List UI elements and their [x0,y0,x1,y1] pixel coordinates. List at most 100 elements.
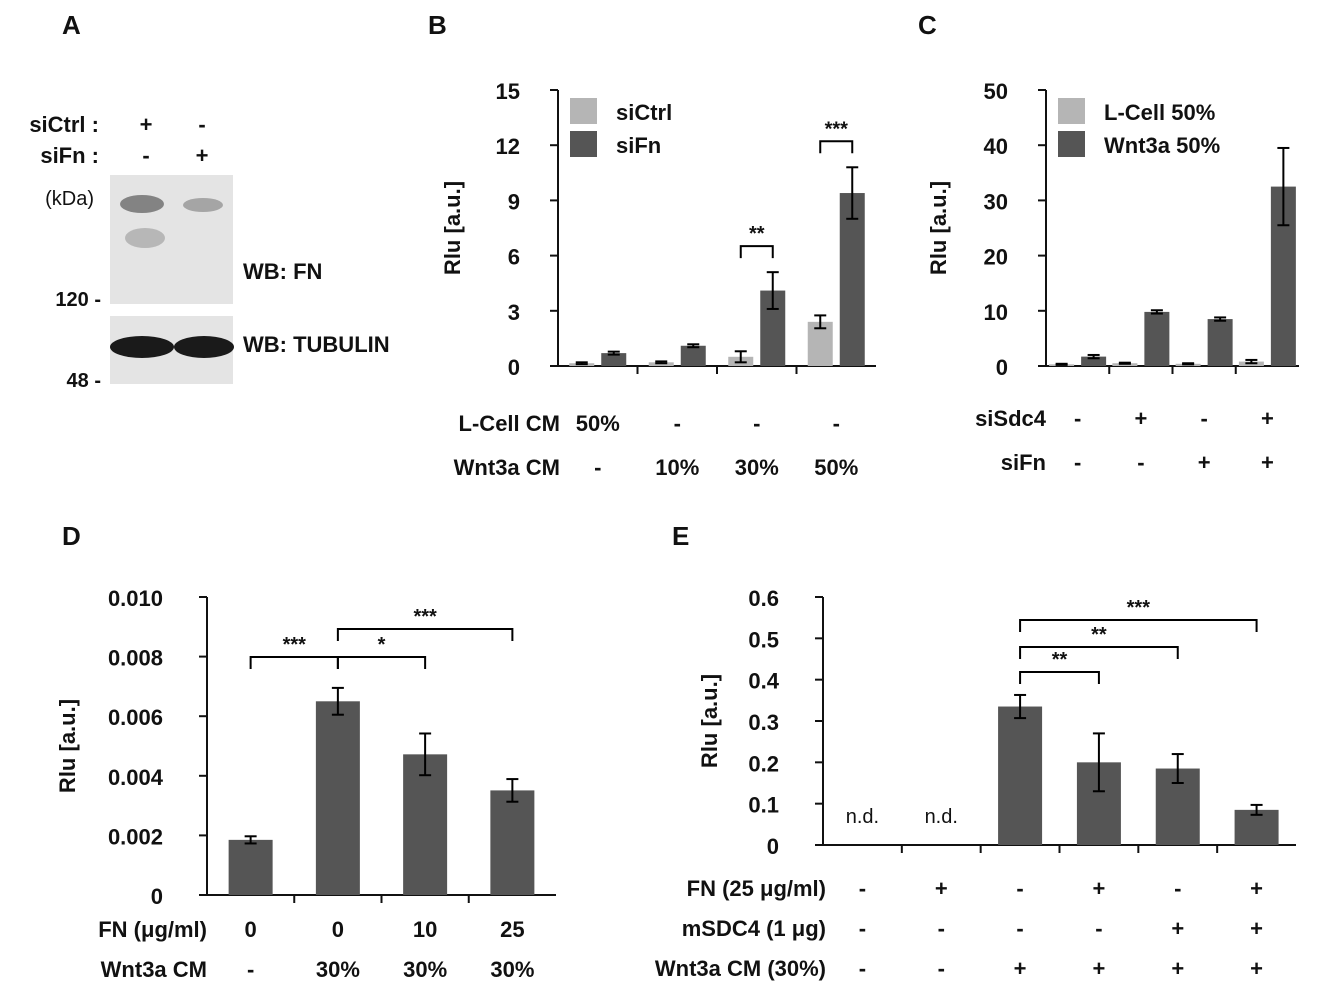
panel-c-y-tick-label: 0 [996,355,1008,380]
panel-e-condition-value: - [938,916,945,941]
panel-e-not-determined-label: n.d. [925,806,958,828]
panel-c-bar [1144,311,1170,366]
panel-a-lane-sign: - [142,143,149,168]
panel-e-condition-value: + [1250,956,1263,981]
panel-d-y-tick-label: 0.010 [108,586,163,611]
tubulin-band-lane2 [174,336,234,358]
panel-e-condition-value: - [1016,916,1023,941]
panel-c-condition-label: siSdc4 [975,406,1047,431]
panel-b-condition-label: Wnt3a CM [454,455,560,480]
panel-e-significance-line [1019,671,1100,684]
panel-b-condition-label: L-Cell CM [459,411,560,436]
panel-d-significance: * [336,634,427,669]
panel-e-condition-value: + [1092,956,1105,981]
panel-e-condition-value: - [859,956,866,981]
panel-c-y-tick-label: 40 [984,134,1008,159]
panel-c-condition-value: + [1261,406,1274,431]
panel-a-kda-label: (kDa) [45,188,94,210]
panel-e-y-tick-label: 0.2 [748,751,779,776]
panel-d-y-axis-label: Rlu [a.u.] [55,699,80,793]
panel-e-condition-value: + [1250,876,1263,901]
panel-b-significance-label: *** [825,118,849,140]
panel-c-error-bar [1118,361,1131,365]
panel-d-significance-label: *** [283,634,307,656]
panel-e-letter: E [672,521,689,551]
panel-d-letter: D [62,521,81,551]
panel-b-condition-value: 10% [655,455,699,480]
panel-e-condition-value: + [1171,916,1184,941]
panel-d-condition-value: 0 [332,917,344,942]
panel-d-condition-value: 0 [245,917,257,942]
panel-b-significance-line [739,245,774,259]
panel-c-bar [1207,319,1233,366]
panel-c-legend-label: L-Cell 50% [1104,100,1215,125]
panel-b-error-bar [766,271,779,310]
panel-d-bar [315,701,360,895]
panel-c-error-bar [1150,309,1163,315]
panel-a-letter: A [62,10,81,40]
panel-a-row-label: siFn : [40,143,99,168]
panel-d-significance-line [249,656,339,669]
panel-e-y-tick-label: 0 [767,834,779,859]
panel-e-condition-value: + [1014,956,1027,981]
panel-e-significance: ** [1019,624,1179,659]
panel-b-legend-label: siCtrl [616,100,672,125]
panel-b-legend-label: siFn [616,133,661,158]
panel-d-condition-value: 30% [316,957,360,982]
panel-b-legend-swatch [570,131,597,157]
panel-d-y-tick-label: 0.006 [108,705,163,730]
panel-e-error-bar [1092,732,1105,793]
panel-e-condition-value: + [935,876,948,901]
panel-d-condition-value: - [247,957,254,982]
panel-b-significance-label: ** [749,223,765,245]
panel-d-y-tick-label: 0.004 [108,765,164,790]
panel-d-y-tick-label: 0 [151,884,163,909]
panel-e-condition-label: Wnt3a CM (30%) [655,956,826,981]
panel-e-error-bar [1014,693,1027,720]
panel-b-y-tick-label: 6 [508,245,520,270]
fn-band-lane2 [183,198,223,212]
panel-c-condition-value: + [1261,450,1274,475]
panel-e-significance-line [1019,619,1258,632]
panel-a-row-label: siCtrl : [29,112,99,137]
panel-d-error-bar [244,835,257,845]
panel-b-condition-value: - [594,455,601,480]
panel-d-significance-label: *** [413,606,437,628]
panel-e-y-axis-label: Rlu [a.u.] [697,674,722,768]
panel-e-condition-value: - [1095,916,1102,941]
panel-b-bar [601,353,627,366]
panel-d-significance: *** [336,606,514,641]
panel-c-y-axis-label: Rlu [a.u.] [926,181,951,275]
panel-a-lane-sign: + [196,143,209,168]
panel-e-error-bar [1250,803,1263,816]
panel-c-error-bar [1182,362,1195,366]
panel-b-error-bar [607,350,620,356]
panel-c-y-tick-label: 30 [984,189,1008,214]
panel-a-wb-fn-label: WB: FN [243,259,322,284]
panel-c-condition-label: siFn [1001,450,1046,475]
panel-b-condition-value: 50% [814,455,858,480]
panel-b-error-bar [687,343,700,349]
panel-e-condition-label: mSDC4 (1 μg) [682,916,826,941]
fn-smear-lane1 [125,228,165,248]
panel-d-bar [403,754,448,895]
panel-b-bar [839,193,865,366]
panel-d-condition-label: FN (μg/ml) [98,917,207,942]
panel-d-error-bar [419,732,432,777]
panel-b-condition-value: - [753,411,760,436]
panel-e-y-tick-label: 0.1 [748,793,779,818]
panel-b-error-bar [846,166,859,220]
panel-e-condition-value: + [1171,956,1184,981]
panel-e-condition-label: FN (25 μg/ml) [687,876,826,901]
panel-e-significance: ** [1019,649,1100,684]
panel-d-significance: *** [249,634,339,669]
panel-e-y-tick-label: 0.6 [748,586,779,611]
panel-d-y-tick-label: 0.008 [108,646,163,671]
panel-b-significance: ** [739,223,774,259]
tubulin-band-lane1 [110,336,174,358]
panel-c-error-bar [1277,146,1290,227]
panel-e-condition-value: + [1250,916,1263,941]
panel-c-legend-label: Wnt3a 50% [1104,133,1220,158]
panel-e-not-determined-label: n.d. [846,806,879,828]
